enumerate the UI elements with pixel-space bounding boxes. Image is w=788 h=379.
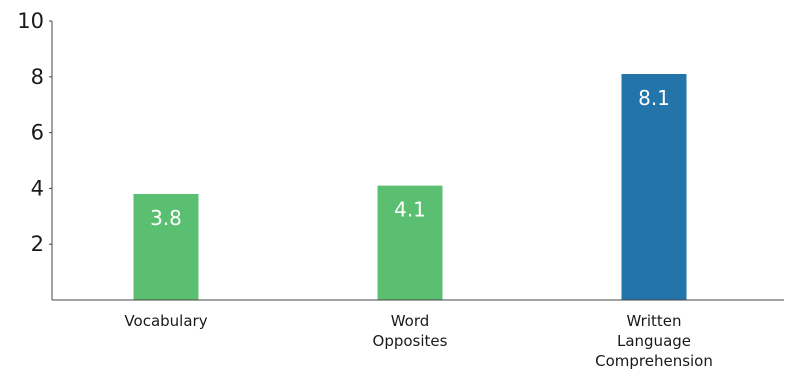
data-label: 8.1 [638, 86, 670, 110]
y-tick-label: 6 [31, 121, 44, 145]
y-tick-label: 10 [17, 9, 44, 33]
data-label: 4.1 [394, 198, 426, 222]
bars [133, 74, 687, 300]
bar [621, 74, 687, 300]
x-tick-label: Word Opposites [373, 312, 448, 350]
x-tick-label: Written Language Comprehension [595, 312, 713, 370]
x-axis-labels: Vocabulary Word Opposites Written Language Co… [124, 312, 712, 370]
y-axis-ticks: 2 4 6 8 10 [17, 9, 52, 256]
bar [377, 185, 443, 300]
data-label: 3.8 [150, 206, 182, 230]
bar [133, 193, 199, 300]
x-tick-label: Vocabulary [124, 312, 207, 330]
data-labels: 3.8 4.1 8.1 [150, 86, 670, 230]
y-tick-label: 4 [31, 176, 44, 200]
y-tick-label: 2 [31, 232, 44, 256]
y-tick-label: 8 [31, 65, 44, 89]
